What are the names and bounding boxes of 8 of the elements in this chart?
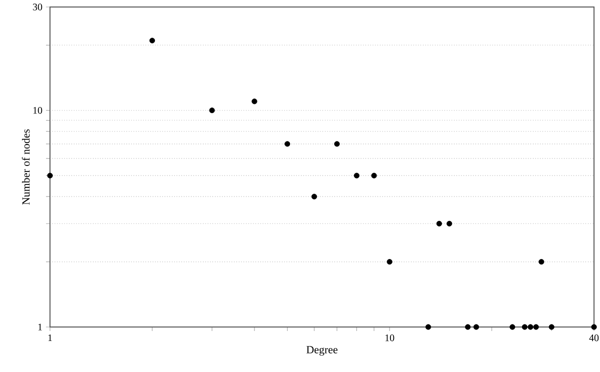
y-tick-label: 1 (38, 324, 42, 330)
x-axis-title: Degree (306, 346, 338, 356)
y-tick-label: 10 (33, 107, 42, 114)
x-tick-label: 10 (385, 334, 394, 342)
x-tick-label: 40 (589, 334, 599, 342)
x-tick-label: 1 (48, 334, 52, 342)
y-tick-label: 30 (33, 4, 42, 10)
y-axis-title: Number of nodes (22, 129, 30, 205)
